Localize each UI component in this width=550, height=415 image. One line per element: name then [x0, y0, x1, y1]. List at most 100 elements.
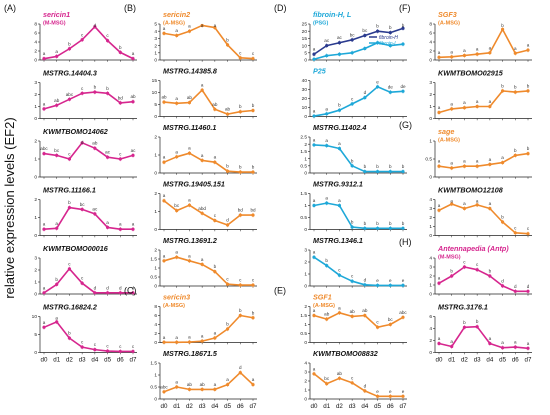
y-tick-label: 6 [154, 313, 157, 319]
x-tick-label: d6 [512, 357, 519, 364]
y-tick-label: 4 [429, 197, 432, 203]
x-tick-label: d1 [173, 403, 180, 410]
significance-letter: a [450, 49, 453, 54]
data-point [513, 289, 517, 293]
significance-letter: ab [337, 371, 343, 376]
panel-letter: (B) [124, 3, 136, 13]
y-tick-label: 0 [154, 227, 157, 233]
significance-letter: a [527, 341, 530, 346]
data-point [162, 390, 166, 394]
x-tick-label: d2 [66, 357, 73, 364]
data-point [513, 153, 517, 157]
significance-letter: b [402, 221, 405, 226]
y-tick-label: 0.5 [300, 331, 307, 337]
data-point [388, 283, 392, 287]
significance-letter: a [463, 100, 466, 105]
data-point [105, 349, 110, 353]
y-tick-label: 1.5 [300, 313, 307, 319]
x-tick-label: d6 [237, 403, 244, 410]
data-point [450, 55, 454, 59]
significance-letter: b [252, 165, 255, 170]
significance-letter: bc [350, 32, 356, 37]
data-point [488, 274, 492, 278]
y-tick-label: 2 [429, 49, 432, 55]
panel-subtitle: (A-MSG) [163, 21, 185, 27]
y-tick-label: 2 [429, 92, 432, 98]
significance-letter: d [132, 285, 135, 290]
significance-letter: a [43, 222, 46, 227]
chart-panel: MSTRG.16824.2 0 5 10 a a b c c c c c [32, 303, 137, 356]
data-point [175, 385, 179, 389]
y-tick-label: 2 [304, 304, 307, 310]
chart-panel: MSTRG.11460.1 0 1 2 a a a a a b b b [154, 123, 257, 177]
significance-letter: b [214, 264, 217, 269]
y-tick-label: 1 [154, 153, 157, 159]
y-tick-label: 0 [154, 114, 157, 120]
panel-subtitle: (PSG) [313, 21, 328, 27]
significance-letter: e [376, 80, 379, 85]
data-point [225, 112, 230, 116]
significance-letter: a [325, 138, 328, 143]
panel-title: MSTRG.11460.1 [163, 123, 216, 132]
panel-subtitle: (A-MSG) [313, 303, 335, 309]
data-point [450, 202, 454, 206]
data-point [462, 53, 467, 58]
x-tick-label: d7 [400, 403, 407, 410]
significance-letter: a [325, 196, 328, 201]
data-point [213, 218, 217, 223]
significance-letter: a [163, 193, 166, 198]
significance-letter: a [252, 377, 255, 382]
y-tick-label: 0.5 [150, 275, 157, 281]
y-tick-label: 5 [304, 51, 307, 57]
data-point [462, 206, 467, 211]
data-point [80, 207, 84, 211]
significance-letter: a [106, 220, 109, 225]
x-tick-label: d1 [448, 357, 455, 364]
y-tick-label: 1 [154, 209, 157, 215]
chart-panel: (A) sericin1 (M-MSG) 0 2 4 6 8 a a b c d c b a [4, 3, 137, 64]
significance-letter: c [94, 342, 97, 347]
x-tick-label: d5 [104, 357, 111, 364]
data-point [475, 164, 479, 168]
data-point [93, 212, 97, 216]
significance-letter: b [501, 83, 504, 88]
significance-letter: a [43, 285, 46, 290]
y-tick-label: 30 [302, 87, 308, 93]
y-tick-label: 2 [154, 248, 157, 254]
y-tick-label: 15 [152, 78, 158, 84]
data-point [67, 336, 72, 340]
panel-letter: (A) [4, 3, 16, 13]
significance-letter: a [226, 377, 229, 382]
significance-letter: e [389, 389, 392, 394]
data-point [325, 54, 329, 58]
y-tick-label: 2 [34, 49, 37, 55]
data-point [93, 90, 97, 94]
significance-letter: b [119, 45, 122, 50]
y-tick-label: 10 [32, 314, 38, 320]
y-tick-label: 25 [302, 22, 308, 28]
data-point [325, 44, 329, 48]
y-tick-label: 2 [154, 135, 157, 141]
data-point [238, 170, 242, 174]
series-line [438, 203, 529, 235]
significance-letter: c [476, 262, 479, 267]
significance-letter: b [514, 148, 517, 153]
significance-letter: a [438, 159, 441, 164]
y-tick-label: 1 [304, 322, 307, 328]
significance-letter: bc [54, 148, 60, 153]
panel-title: MSTRG.11166.1 [43, 186, 96, 195]
significance-letter: b [450, 269, 453, 274]
y-tick-label: 1 [154, 373, 157, 379]
data-point [350, 102, 354, 106]
y-tick-label: 5 [154, 102, 157, 108]
significance-letter: d [119, 285, 122, 290]
y-tick-label: 3 [429, 265, 432, 271]
data-point [42, 227, 46, 231]
data-point [488, 341, 492, 346]
significance-letter: e [376, 389, 379, 394]
significance-letter: a [201, 257, 204, 262]
data-point [312, 57, 316, 61]
significance-letter: bc [388, 317, 394, 322]
significance-letter: a [163, 253, 166, 258]
significance-letter: c [239, 50, 242, 55]
